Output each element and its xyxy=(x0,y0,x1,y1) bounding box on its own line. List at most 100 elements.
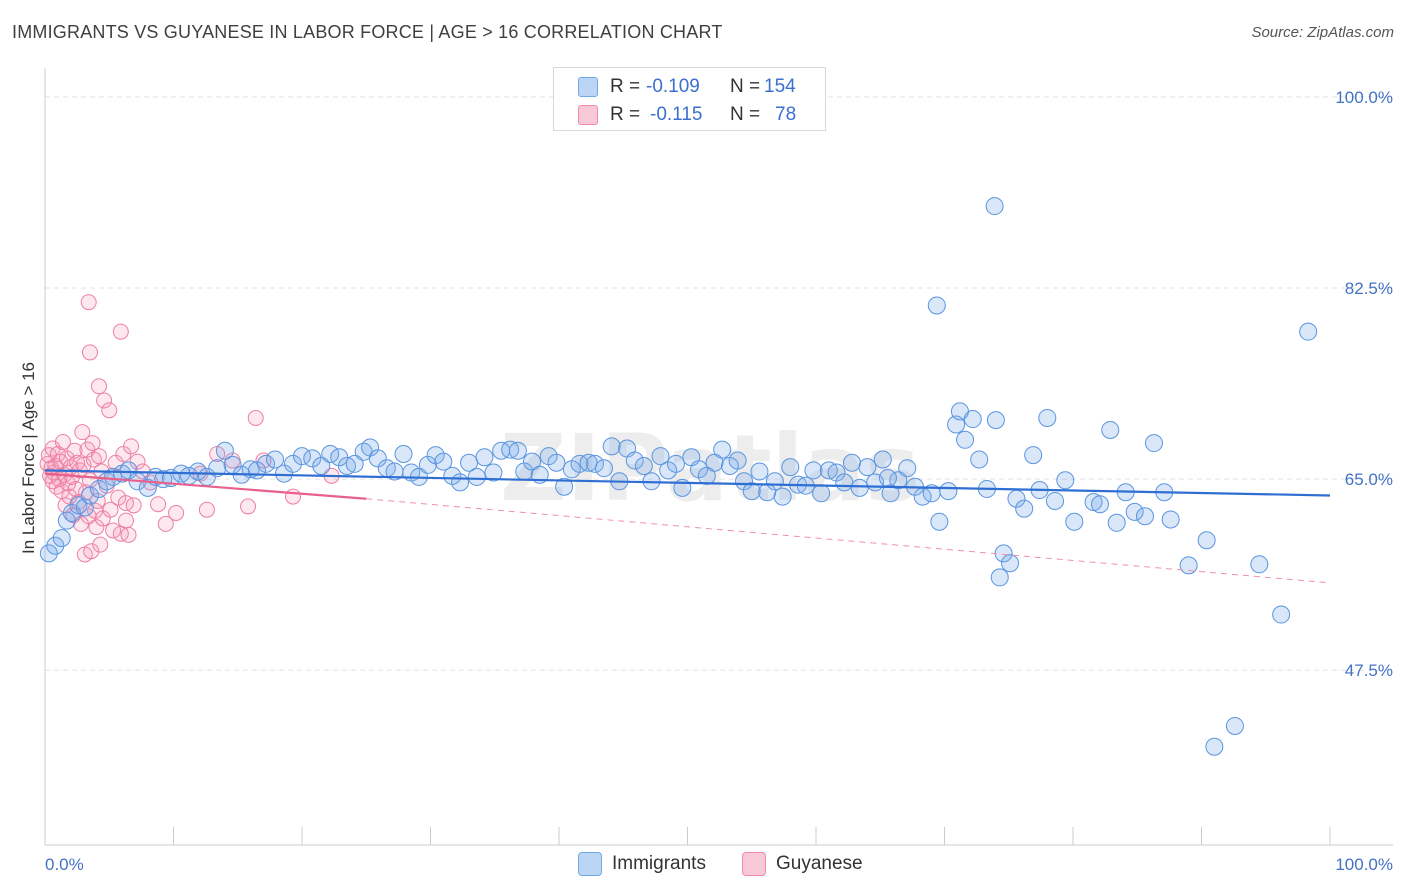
immigrants-point xyxy=(69,496,88,515)
immigrants-point xyxy=(666,454,685,473)
x-tick-label: 0.0% xyxy=(45,855,84,874)
immigrants-point xyxy=(394,444,413,463)
immigrants-point xyxy=(986,411,1005,430)
immigrants-point xyxy=(1001,554,1020,573)
immigrants-legend-label: Immigrants xyxy=(612,853,706,875)
guyanese-point xyxy=(101,402,118,419)
guyanese-point xyxy=(150,496,167,513)
guyanese-point xyxy=(117,512,134,529)
guyanese-point xyxy=(80,508,97,525)
immigrants-point xyxy=(835,473,854,492)
guyanese-point xyxy=(120,526,137,543)
guyanese-point xyxy=(88,519,105,536)
legend-row-guyanese: R = -0.115 N = 78 xyxy=(554,100,825,128)
n-label: N = xyxy=(730,104,761,125)
immigrants-point xyxy=(1161,510,1180,529)
legend-item-immigrants: Immigrants xyxy=(578,852,706,876)
gridlines xyxy=(45,96,1393,671)
guyanese-point xyxy=(92,536,109,553)
immigrants-point xyxy=(539,447,558,466)
immigrants-point xyxy=(547,453,566,472)
r-value: -0.115 xyxy=(650,104,703,125)
immigrants-point xyxy=(1024,446,1043,465)
immigrants-point xyxy=(1090,495,1109,514)
immigrants-point xyxy=(842,453,861,472)
guyanese-point xyxy=(157,515,174,532)
y-tick-label: 65.0% xyxy=(1345,470,1393,489)
guyanese-legend-label: Guyanese xyxy=(776,853,863,875)
immigrants-point xyxy=(337,457,356,476)
immigrants-point xyxy=(742,482,761,501)
stats-legend: R = -0.109 N = 154 R = -0.115 N = 78 xyxy=(553,67,826,131)
immigrants-point xyxy=(1250,555,1269,574)
immigrants-point xyxy=(950,402,969,421)
immigrants-point xyxy=(208,459,227,478)
immigrants-point xyxy=(284,454,303,473)
immigrants-point xyxy=(75,498,94,517)
immigrants-point xyxy=(1015,499,1034,518)
guyanese-legend-swatch xyxy=(742,852,766,876)
immigrants-point xyxy=(1101,420,1120,439)
chart-title: IMMIGRANTS VS GUYANESE IN LABOR FORCE | … xyxy=(12,22,723,42)
immigrants-point xyxy=(651,447,670,466)
immigrants-point xyxy=(345,454,364,473)
immigrants-point xyxy=(1179,556,1198,575)
immigrants-point xyxy=(80,486,99,505)
immigrants-point xyxy=(812,484,831,503)
immigrants-trend-line xyxy=(44,469,1331,497)
immigrants-point xyxy=(713,440,732,459)
immigrants-point xyxy=(1205,737,1224,756)
immigrants-point xyxy=(1225,716,1244,735)
r-label: R = xyxy=(610,76,641,97)
immigrants-point xyxy=(275,464,294,483)
guyanese-point xyxy=(66,442,83,459)
immigrants-point xyxy=(475,448,494,467)
guyanese-point xyxy=(54,433,71,450)
immigrants-point xyxy=(1056,471,1075,490)
immigrants-point xyxy=(508,441,527,460)
y-tick-label: 82.5% xyxy=(1345,279,1393,298)
immigrants-swatch xyxy=(578,77,598,97)
guyanese-point xyxy=(240,498,257,515)
immigrants-point xyxy=(985,197,1004,216)
immigrants-point xyxy=(312,457,331,476)
immigrants-point xyxy=(819,461,838,480)
immigrants-point xyxy=(927,296,946,315)
immigrants-point xyxy=(956,430,975,449)
immigrants-point xyxy=(1272,605,1291,624)
immigrants-point xyxy=(555,477,574,496)
immigrants-point xyxy=(52,529,71,548)
immigrants-point xyxy=(1065,512,1084,531)
guyanese-point xyxy=(75,456,92,473)
n-value: 154 xyxy=(764,76,796,97)
immigrants-point xyxy=(257,454,276,473)
immigrants-point xyxy=(659,461,678,480)
immigrants-point xyxy=(266,450,285,469)
guyanese-point xyxy=(84,435,101,452)
r-label: R = xyxy=(610,104,641,125)
guyanese-point xyxy=(247,409,264,426)
guyanese-point xyxy=(67,480,84,497)
guyanese-trend-extension xyxy=(366,498,1331,584)
watermark: ZIPatlas xyxy=(500,415,920,522)
immigrants-point xyxy=(418,455,437,474)
tick-labels: 47.5% 65.0% 82.5% 100.0% 0.0% 100.0% xyxy=(45,88,1393,874)
guyanese-point xyxy=(285,488,302,505)
n-label: N = xyxy=(730,76,761,97)
immigrants-point xyxy=(1038,408,1057,427)
guyanese-points xyxy=(39,294,340,563)
y-axis-title: In Labor Force | Age > 16 xyxy=(19,362,38,554)
guyanese-point xyxy=(90,448,107,465)
immigrants-point xyxy=(858,458,877,477)
immigrants-point xyxy=(898,459,917,478)
y-tick-label: 47.5% xyxy=(1345,661,1393,680)
guyanese-point xyxy=(168,504,185,521)
immigrants-point xyxy=(773,487,792,506)
y-tick-label: 100.0% xyxy=(1335,88,1393,107)
guyanese-point xyxy=(81,344,98,361)
guyanese-point xyxy=(112,323,129,340)
immigrants-point xyxy=(878,469,897,488)
trend-lines xyxy=(44,469,1331,584)
immigrants-point xyxy=(1107,513,1126,532)
immigrants-point xyxy=(750,462,769,481)
